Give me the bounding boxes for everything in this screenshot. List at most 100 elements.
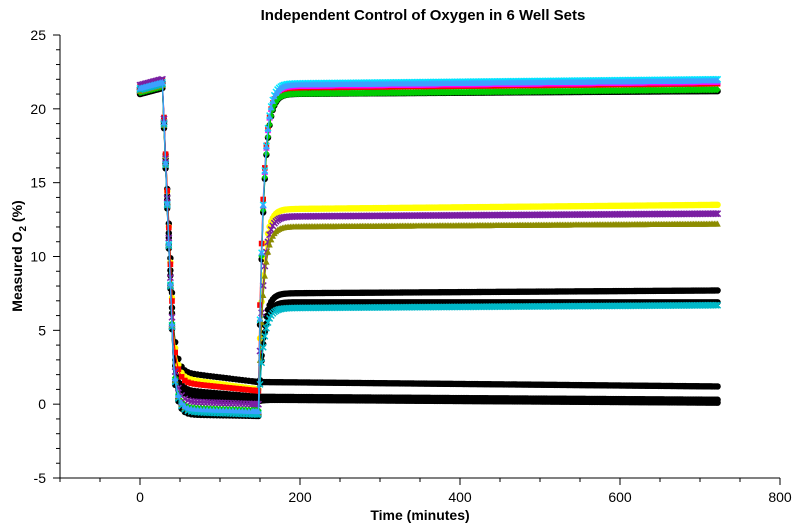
series-line xyxy=(139,78,718,405)
series-line xyxy=(139,87,718,417)
series-line xyxy=(139,85,718,411)
data-point xyxy=(194,381,201,388)
x-tick-label: 800 xyxy=(768,489,792,505)
data-point xyxy=(159,78,166,85)
x-tick-label: 0 xyxy=(136,489,144,505)
data-point xyxy=(714,86,721,94)
y-tick-label: 0 xyxy=(38,396,46,412)
data-point xyxy=(714,301,722,309)
data-point xyxy=(201,382,207,388)
series-line xyxy=(139,80,718,392)
data-point xyxy=(168,320,176,327)
series-line xyxy=(139,84,718,391)
data-point xyxy=(182,377,188,384)
data-point xyxy=(266,241,273,248)
data-point xyxy=(261,167,268,174)
y-tick-label: -5 xyxy=(34,470,47,486)
data-point xyxy=(268,236,275,243)
data-point xyxy=(172,349,178,356)
data-point xyxy=(230,385,236,392)
data-point xyxy=(255,408,262,415)
data-point xyxy=(191,381,198,387)
data-point xyxy=(261,272,268,279)
data-point xyxy=(239,386,246,393)
data-point xyxy=(223,384,230,391)
series-15 xyxy=(136,77,721,415)
chart-title: Independent Control of Oxygen in 6 Well … xyxy=(261,7,586,24)
data-point xyxy=(171,368,179,376)
data-point xyxy=(262,324,270,332)
series-line xyxy=(139,85,718,404)
data-point xyxy=(714,210,722,218)
series-10 xyxy=(136,75,722,417)
data-point xyxy=(164,199,171,206)
data-point xyxy=(266,113,273,120)
data-point xyxy=(714,399,721,406)
series-7 xyxy=(136,82,721,393)
data-point xyxy=(175,391,182,399)
data-point xyxy=(242,386,249,393)
data-point xyxy=(260,201,267,208)
series-line xyxy=(139,78,718,414)
data-point xyxy=(214,383,220,390)
data-point xyxy=(714,220,721,227)
data-point xyxy=(263,258,270,265)
series-line xyxy=(139,80,718,413)
y-tick-label: 5 xyxy=(38,322,46,338)
series-line xyxy=(139,82,718,416)
series-6 xyxy=(136,80,721,420)
data-point xyxy=(226,385,233,391)
data-point xyxy=(263,143,270,150)
data-point xyxy=(172,375,179,382)
data-point xyxy=(220,384,226,390)
series-1 xyxy=(136,82,721,390)
series-9 xyxy=(136,78,721,415)
series-line xyxy=(139,81,718,413)
data-point xyxy=(260,291,267,298)
series-5 xyxy=(136,84,721,420)
data-point xyxy=(160,119,168,126)
data-point xyxy=(185,379,191,386)
plot-area xyxy=(136,75,722,420)
data-point xyxy=(258,249,265,256)
data-point xyxy=(264,248,272,255)
y-tick-label: 20 xyxy=(30,101,46,117)
data-point xyxy=(188,380,194,387)
series-3 xyxy=(136,83,721,406)
data-point xyxy=(714,383,721,390)
data-point xyxy=(178,399,185,406)
y-tick-label: 10 xyxy=(30,249,46,265)
series-14 xyxy=(136,80,722,419)
data-point xyxy=(210,383,217,389)
data-point xyxy=(167,280,174,287)
data-point xyxy=(712,210,720,218)
series-line xyxy=(139,82,718,417)
data-point xyxy=(198,382,204,388)
data-point xyxy=(714,287,721,294)
data-point xyxy=(259,343,267,351)
series-line xyxy=(139,82,718,401)
data-point xyxy=(264,133,272,141)
data-point xyxy=(165,239,172,247)
data-point xyxy=(269,97,276,104)
y-tick-label: 15 xyxy=(30,175,46,191)
data-point xyxy=(264,125,272,132)
series-13 xyxy=(136,81,721,416)
data-point xyxy=(264,318,272,327)
data-point xyxy=(162,159,169,166)
series-4 xyxy=(136,79,721,418)
data-point xyxy=(217,384,223,390)
data-point xyxy=(268,104,275,111)
data-point xyxy=(236,386,242,392)
data-point xyxy=(256,315,264,322)
x-tick-label: 600 xyxy=(608,489,632,505)
data-point xyxy=(246,387,252,393)
series-2 xyxy=(136,80,721,403)
series-12 xyxy=(136,75,722,408)
series-11 xyxy=(136,83,721,414)
data-point xyxy=(207,383,214,389)
data-point xyxy=(169,298,175,304)
series-line xyxy=(139,81,718,416)
